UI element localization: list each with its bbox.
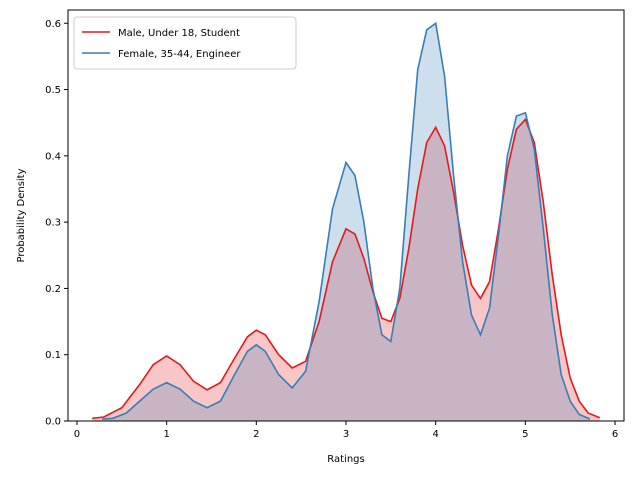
legend-box — [73, 16, 297, 70]
series-0-line — [92, 117, 601, 420]
x-tick-label: 3 — [343, 429, 349, 440]
x-tick-label: 1 — [163, 429, 169, 440]
y-tick-label: 0.6 — [45, 19, 61, 30]
series-layer — [92, 21, 601, 422]
x-axis-label: Ratings — [327, 454, 364, 465]
series-0-area — [92, 119, 600, 422]
y-axis-label: Probability Density — [16, 168, 27, 262]
y-tick-label: 0.3 — [45, 218, 61, 229]
y-tick-label: 0.4 — [45, 151, 61, 162]
x-tick-label: 5 — [522, 429, 528, 440]
x-tick-label: 6 — [612, 429, 618, 440]
y-axis: 0.0 0.1 0.2 0.3 0.4 0.5 0.6 — [45, 19, 68, 428]
legend-label: Male, Under 18, Student — [118, 28, 240, 39]
y-tick-label: 0.2 — [45, 284, 61, 295]
x-tick-label: 4 — [432, 429, 438, 440]
x-tick-label: 0 — [74, 429, 80, 440]
y-tick-label: 0.1 — [45, 350, 61, 361]
series-1-line — [102, 21, 591, 420]
y-tick-label: 0.0 — [45, 417, 61, 428]
legend: Male, Under 18, Student Female, 35-44, En… — [73, 16, 297, 70]
y-tick-label: 0.5 — [45, 85, 61, 96]
legend-label: Female, 35-44, Engineer — [118, 49, 241, 60]
series-1-area — [102, 23, 590, 422]
x-tick-label: 2 — [253, 429, 259, 440]
x-axis: 0 1 2 3 4 5 6 — [74, 421, 618, 440]
